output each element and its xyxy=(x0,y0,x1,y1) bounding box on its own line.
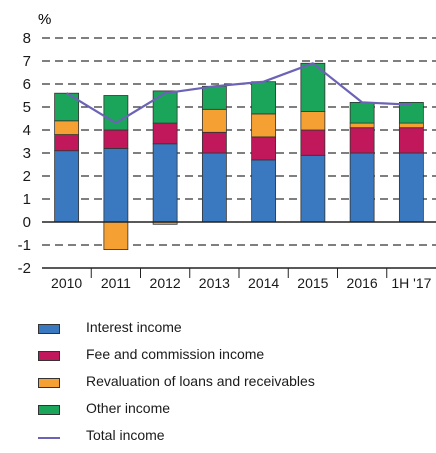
bar-segment xyxy=(103,221,129,251)
stacked-bar-chart: -2 -1 0 1 2 3 4 5 6 7 8 2010 2011 2012 2013 2014 2015 201… xyxy=(18,11,436,291)
total-income-line xyxy=(66,62,412,125)
total-income-line-layer xyxy=(66,62,412,125)
legend-label: Fee and commission income xyxy=(86,346,265,362)
bar-segment xyxy=(152,143,178,223)
y-tick-label: -1 xyxy=(18,237,31,254)
y-tick-label: 7 xyxy=(23,53,31,70)
x-tick-label: 2016 xyxy=(347,275,378,291)
chart-legend: Interest income Fee and commission income… xyxy=(38,318,428,453)
bar-segment xyxy=(300,154,326,223)
legend-label: Interest income xyxy=(86,319,182,335)
bar-segment xyxy=(398,152,424,223)
x-tick-label: 2012 xyxy=(150,275,181,291)
axes: -2 -1 0 1 2 3 4 5 6 7 8 2010 2011 2012 2013 2014 2015 201… xyxy=(18,30,436,291)
x-tick-label: 2014 xyxy=(248,275,279,291)
y-tick-label: 0 xyxy=(23,214,31,231)
legend-line-swatch xyxy=(38,437,60,439)
bar-segment xyxy=(300,111,326,131)
y-tick-label: 3 xyxy=(23,145,31,162)
legend-label: Other income xyxy=(86,400,171,416)
bar-segment xyxy=(103,147,129,223)
x-tick-label: 2013 xyxy=(199,275,230,291)
bar-segment xyxy=(54,150,80,223)
y-tick-label: 4 xyxy=(23,122,31,139)
bar-segment xyxy=(54,120,80,136)
legend-label: Total income xyxy=(86,427,165,443)
bar-segment xyxy=(398,102,424,124)
y-tick-label: 5 xyxy=(23,99,31,116)
y-tick-label: 6 xyxy=(23,76,31,93)
bar-segment xyxy=(349,122,375,129)
legend-swatch xyxy=(38,351,60,361)
y-tick-label: -2 xyxy=(18,260,31,277)
y-tick-label: 1 xyxy=(23,191,31,208)
bar-segment xyxy=(103,95,129,131)
legend-item: Revaluation of loans and receivables xyxy=(38,372,428,399)
bars xyxy=(54,62,424,251)
bar-segment xyxy=(54,134,80,152)
bar-segment xyxy=(251,113,277,138)
legend-swatch xyxy=(38,378,60,388)
bar-segment xyxy=(201,131,227,154)
bar-segment xyxy=(398,127,424,154)
bar-segment xyxy=(201,108,227,133)
bar-segment xyxy=(201,152,227,223)
bar-segment xyxy=(152,122,178,145)
x-tick-label: 2010 xyxy=(51,275,82,291)
legend-item: Interest income xyxy=(38,318,428,345)
gridlines xyxy=(42,37,436,246)
bar-segment xyxy=(300,129,326,156)
bar-segment xyxy=(300,62,326,112)
y-tick-label: 8 xyxy=(23,30,31,47)
bar-segment xyxy=(251,159,277,223)
legend-item: Fee and commission income xyxy=(38,345,428,372)
bar-segment xyxy=(251,81,277,115)
legend-swatch xyxy=(38,324,60,334)
legend-item: Total income xyxy=(38,426,428,453)
bar-segment xyxy=(349,152,375,223)
y-tick-label: 2 xyxy=(23,168,31,185)
x-tick-label: 2015 xyxy=(297,275,328,291)
legend-swatch xyxy=(38,405,60,415)
bar-segment xyxy=(201,85,227,110)
bar-segment xyxy=(349,127,375,154)
bar-segment xyxy=(103,129,129,149)
bar-segment xyxy=(398,122,424,129)
legend-item: Other income xyxy=(38,399,428,426)
bar-segment xyxy=(152,90,178,124)
legend-label: Revaluation of loans and receivables xyxy=(86,373,315,389)
x-tick-label: 1H '17 xyxy=(391,275,431,291)
bar-segment xyxy=(251,136,277,161)
x-tick-label: 2011 xyxy=(101,275,131,291)
y-unit-label: % xyxy=(38,11,51,28)
bar-segment xyxy=(349,102,375,124)
